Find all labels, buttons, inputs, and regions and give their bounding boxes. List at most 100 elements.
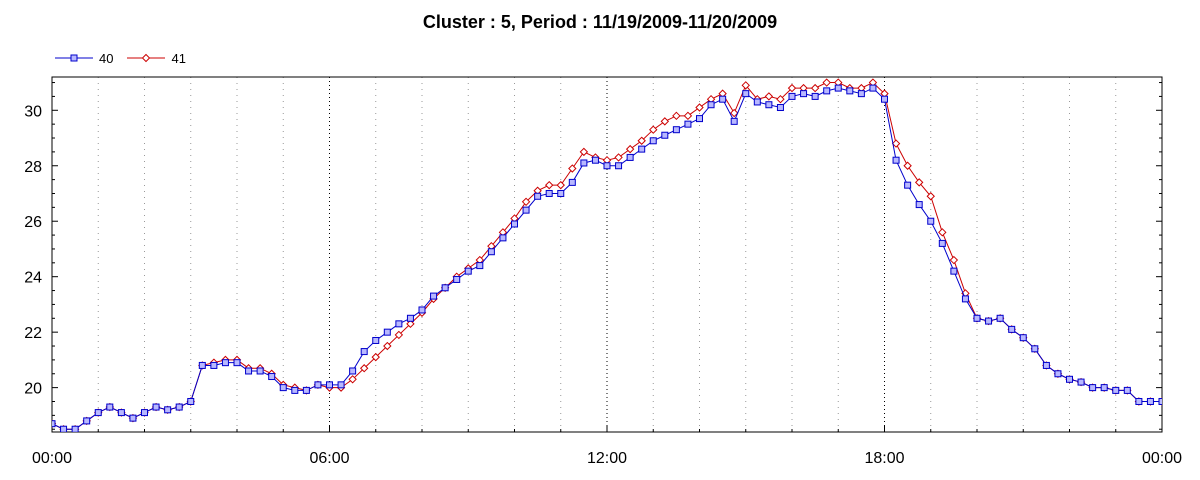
data-point-40 bbox=[1066, 375, 1073, 383]
data-point-40 bbox=[1042, 361, 1050, 369]
data-point-40 bbox=[279, 384, 287, 392]
data-point-41 bbox=[926, 192, 935, 201]
data-point-40 bbox=[522, 206, 530, 214]
data-point-41 bbox=[660, 117, 670, 126]
data-point-40 bbox=[187, 397, 195, 405]
series-41 bbox=[52, 78, 1162, 432]
data-point-41 bbox=[949, 255, 959, 265]
data-point-40 bbox=[730, 117, 738, 125]
data-point-40 bbox=[337, 381, 345, 389]
data-point-40 bbox=[753, 98, 761, 106]
data-point-40 bbox=[372, 336, 380, 344]
data-point-41 bbox=[568, 164, 577, 173]
data-point-41 bbox=[383, 341, 392, 351]
data-point-40 bbox=[742, 90, 750, 98]
data-point-40 bbox=[1019, 334, 1027, 342]
data-point-40 bbox=[1054, 370, 1062, 378]
data-point-40 bbox=[765, 101, 773, 109]
y-tick-label: 20 bbox=[24, 381, 42, 398]
data-point-40 bbox=[834, 84, 842, 92]
data-point-41 bbox=[695, 103, 704, 112]
data-point-40 bbox=[499, 234, 507, 242]
series-line-40 bbox=[52, 87, 1162, 430]
data-point-40 bbox=[487, 248, 495, 256]
data-point-41 bbox=[556, 180, 565, 190]
plot-frame bbox=[51, 76, 1163, 433]
data-point-40 bbox=[129, 414, 137, 422]
data-point-40 bbox=[1158, 397, 1162, 405]
data-point-40 bbox=[580, 159, 588, 167]
data-point-40 bbox=[221, 359, 229, 367]
data-point-40 bbox=[152, 403, 160, 411]
data-point-40 bbox=[453, 275, 461, 283]
data-point-40 bbox=[811, 92, 819, 100]
data-point-41 bbox=[683, 111, 693, 121]
data-point-40 bbox=[568, 178, 576, 186]
data-point-40 bbox=[950, 267, 958, 275]
legend-label-41: 41 bbox=[171, 50, 186, 66]
data-point-41 bbox=[579, 147, 589, 157]
legend-label-40: 40 bbox=[99, 50, 114, 66]
x-tick-label: 18:00 bbox=[864, 450, 904, 467]
data-point-40 bbox=[141, 409, 148, 417]
y-tick-label: 30 bbox=[24, 103, 42, 120]
data-point-40 bbox=[707, 101, 715, 109]
y-tick-label: 28 bbox=[24, 159, 42, 176]
data-point-40 bbox=[615, 162, 623, 170]
data-point-40 bbox=[245, 367, 253, 375]
data-point-41 bbox=[625, 144, 635, 154]
data-point-40 bbox=[672, 126, 680, 134]
legend-item-40: 40 bbox=[55, 51, 113, 66]
data-point-40 bbox=[857, 90, 865, 98]
data-point-41 bbox=[406, 319, 415, 329]
data-point-41 bbox=[371, 352, 380, 362]
data-point-41 bbox=[729, 108, 739, 118]
data-point-40 bbox=[846, 87, 854, 95]
data-point-40 bbox=[591, 156, 599, 164]
data-point-40 bbox=[268, 373, 276, 381]
data-point-40 bbox=[1077, 378, 1085, 386]
y-tick-label: 26 bbox=[24, 214, 42, 231]
data-point-41 bbox=[521, 197, 531, 207]
data-point-40 bbox=[788, 92, 796, 100]
data-point-40 bbox=[71, 425, 79, 432]
data-point-40 bbox=[915, 201, 923, 209]
data-point-40 bbox=[83, 417, 91, 425]
data-point-40 bbox=[314, 381, 322, 389]
legend-swatch-41 bbox=[127, 53, 166, 63]
data-point-40 bbox=[1146, 397, 1154, 405]
data-point-40 bbox=[406, 314, 414, 322]
data-point-40 bbox=[94, 409, 102, 417]
data-point-41 bbox=[914, 178, 924, 187]
data-point-40 bbox=[106, 403, 114, 411]
data-point-40 bbox=[1112, 386, 1120, 394]
data-point-40 bbox=[719, 95, 727, 103]
data-point-40 bbox=[800, 90, 808, 98]
series-40 bbox=[52, 84, 1162, 432]
data-point-41 bbox=[810, 83, 820, 93]
data-point-40 bbox=[60, 425, 68, 432]
data-point-40 bbox=[661, 131, 669, 139]
data-point-40 bbox=[881, 95, 888, 103]
data-point-40 bbox=[684, 120, 692, 128]
data-point-41 bbox=[649, 125, 658, 134]
data-point-41 bbox=[938, 228, 947, 237]
data-point-40 bbox=[973, 314, 981, 322]
data-point-40 bbox=[1123, 386, 1131, 394]
data-point-40 bbox=[638, 145, 646, 153]
x-tick-label: 00:00 bbox=[1142, 450, 1182, 467]
x-tick-label: 06:00 bbox=[309, 450, 349, 467]
data-point-40 bbox=[198, 361, 206, 369]
data-point-41 bbox=[348, 375, 357, 384]
data-point-41 bbox=[672, 111, 681, 121]
data-point-40 bbox=[476, 262, 484, 270]
data-point-40 bbox=[869, 84, 877, 92]
chart-title: Cluster : 5, Period : 11/19/2009-11/20/2… bbox=[422, 12, 778, 32]
data-point-40 bbox=[291, 386, 299, 394]
data-point-40 bbox=[927, 217, 935, 225]
data-point-40 bbox=[823, 87, 831, 95]
legend-item-41: 41 bbox=[127, 50, 186, 66]
data-point-41 bbox=[822, 78, 831, 87]
data-point-40 bbox=[395, 320, 403, 328]
data-point-40 bbox=[349, 367, 357, 375]
